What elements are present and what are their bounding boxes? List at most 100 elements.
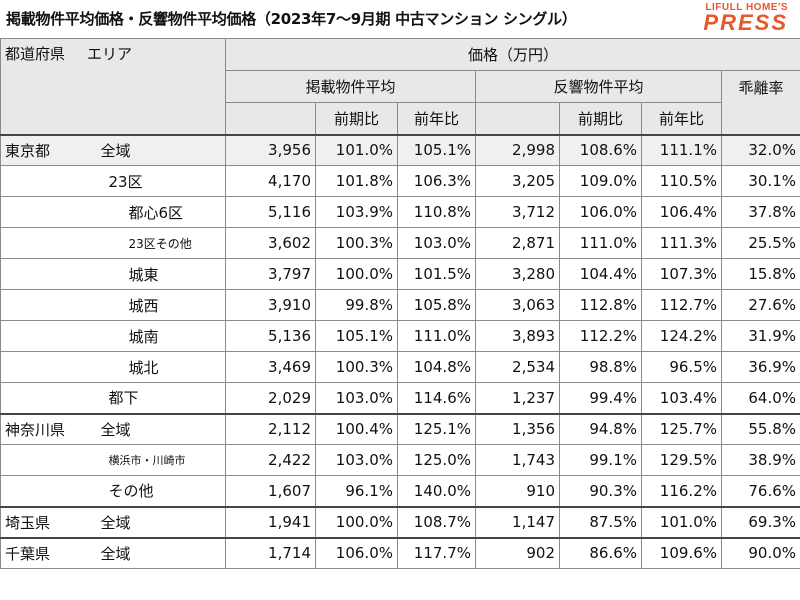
cell-l-yoy: 108.7%	[397, 505, 476, 538]
cell-r-qoq: 87.5%	[559, 505, 642, 538]
cell-r-qoq: 86.6%	[559, 536, 642, 569]
lifull-homes-press-logo: LIFULL HOME'S PRESS	[703, 2, 788, 34]
cell-gap: 27.6%	[720, 289, 800, 321]
cell-l-qoq: 105.1%	[315, 320, 398, 352]
cell-listing: 3,797	[225, 258, 316, 290]
cell-r-yoy: 111.1%	[641, 133, 722, 166]
header-gap: 乖離率	[720, 70, 800, 135]
cell-l-qoq: 103.0%	[315, 444, 398, 476]
cell-gap: 76.6%	[720, 475, 800, 507]
cell-r-qoq: 99.4%	[559, 382, 642, 414]
header-listing-yoy: 前年比	[397, 102, 476, 135]
cell-gap: 30.1%	[720, 165, 800, 197]
table-row: 都心6区 5,116 103.9% 110.8% 3,712 106.0% 106.4% 37…	[0, 196, 800, 228]
cell-r-yoy: 112.7%	[641, 289, 722, 321]
cell-listing: 3,910	[225, 289, 316, 321]
header-area: エリア	[87, 45, 133, 63]
cell-gap: 64.0%	[720, 382, 800, 414]
cell-r-yoy: 101.0%	[641, 505, 722, 538]
cell-response: 2,534	[475, 351, 560, 383]
cell-gap: 31.9%	[720, 320, 800, 352]
cell-l-yoy: 140.0%	[397, 475, 476, 507]
cell-l-yoy: 105.1%	[397, 133, 476, 166]
cell-l-yoy: 125.1%	[397, 412, 476, 445]
cell-r-qoq: 108.6%	[559, 133, 642, 166]
table-row: 城西 3,910 99.8% 105.8% 3,063 112.8% 112.7% 27.6%	[0, 289, 800, 321]
cell-l-qoq: 101.0%	[315, 133, 398, 166]
cell-l-yoy: 114.6%	[397, 382, 476, 414]
cell-l-yoy: 104.8%	[397, 351, 476, 383]
cell-response: 2,871	[475, 227, 560, 259]
cell-r-yoy: 124.2%	[641, 320, 722, 352]
cell-r-qoq: 112.2%	[559, 320, 642, 352]
cell-response: 3,712	[475, 196, 560, 228]
cell-listing: 2,029	[225, 382, 316, 414]
cell-listing: 3,956	[225, 133, 316, 166]
cell-listing: 5,116	[225, 196, 316, 228]
cell-gap: 36.9%	[720, 351, 800, 383]
table-row: 東京都 全域 3,956 101.0% 105.1% 2,998 108.6% 111.1% 3…	[0, 133, 800, 166]
cell-r-qoq: 94.8%	[559, 412, 642, 445]
cell-prefecture	[0, 227, 91, 259]
cell-listing: 2,112	[225, 412, 316, 445]
cell-response: 3,893	[475, 320, 560, 352]
header-response-avg: 反響物件平均	[475, 70, 722, 103]
cell-area: 城東	[90, 258, 226, 290]
cell-l-qoq: 103.0%	[315, 382, 398, 414]
cell-prefecture	[0, 289, 91, 321]
table-header: 都道府県 エリア 価格（万円） 掲載物件平均 反響物件平均 乖離率 前期比 前年比…	[0, 38, 800, 135]
cell-gap: 32.0%	[720, 133, 800, 166]
table-row: 千葉県 全域 1,714 106.0% 117.7% 902 86.6% 109.6% 90.0…	[0, 536, 800, 569]
cell-listing: 4,170	[225, 165, 316, 197]
cell-r-qoq: 99.1%	[559, 444, 642, 476]
header-response-value	[475, 102, 560, 135]
cell-response: 3,205	[475, 165, 560, 197]
cell-r-yoy: 107.3%	[641, 258, 722, 290]
cell-r-yoy: 106.4%	[641, 196, 722, 228]
cell-l-yoy: 103.0%	[397, 227, 476, 259]
cell-l-qoq: 106.0%	[315, 536, 398, 569]
cell-response: 1,743	[475, 444, 560, 476]
cell-listing: 3,602	[225, 227, 316, 259]
cell-prefecture: 埼玉県	[0, 505, 91, 538]
cell-gap: 15.8%	[720, 258, 800, 290]
cell-r-qoq: 111.0%	[559, 227, 642, 259]
header-response-yoy: 前年比	[641, 102, 722, 135]
cell-gap: 25.5%	[720, 227, 800, 259]
header-listing-qoq: 前期比	[315, 102, 398, 135]
cell-listing: 5,136	[225, 320, 316, 352]
cell-r-qoq: 112.8%	[559, 289, 642, 321]
cell-prefecture	[0, 196, 91, 228]
cell-l-yoy: 117.7%	[397, 536, 476, 569]
cell-prefecture	[0, 320, 91, 352]
header-response-qoq: 前期比	[559, 102, 642, 135]
table-row: 23区その他 3,602 100.3% 103.0% 2,871 111.0% 111.3%…	[0, 227, 800, 259]
cell-listing: 2,422	[225, 444, 316, 476]
price-table: 都道府県 エリア 価格（万円） 掲載物件平均 反響物件平均 乖離率 前期比 前年比…	[0, 38, 800, 569]
cell-prefecture	[0, 475, 91, 507]
cell-area: その他	[90, 475, 226, 507]
cell-prefecture	[0, 444, 91, 476]
cell-l-yoy: 110.8%	[397, 196, 476, 228]
cell-prefecture	[0, 351, 91, 383]
cell-area: 全域	[90, 412, 226, 445]
header-price: 価格（万円）	[224, 38, 800, 71]
cell-area: 全域	[90, 133, 226, 166]
cell-l-qoq: 96.1%	[315, 475, 398, 507]
cell-l-qoq: 103.9%	[315, 196, 398, 228]
table-row: その他 1,607 96.1% 140.0% 910 90.3% 116.2% 76.6%	[0, 475, 800, 507]
cell-area: 城北	[90, 351, 226, 383]
cell-l-yoy: 125.0%	[397, 444, 476, 476]
table-body: 東京都 全域 3,956 101.0% 105.1% 2,998 108.6% 111.1% 3…	[0, 133, 800, 569]
cell-area: 全域	[90, 536, 226, 569]
cell-area: 23区その他	[90, 227, 226, 259]
header-pref: 都道府県	[5, 45, 66, 63]
cell-listing: 3,469	[225, 351, 316, 383]
cell-r-yoy: 109.6%	[641, 536, 722, 569]
cell-prefecture: 神奈川県	[0, 412, 91, 445]
cell-prefecture: 東京都	[0, 133, 91, 166]
table-row: 城東 3,797 100.0% 101.5% 3,280 104.4% 107.3% 15.8…	[0, 258, 800, 290]
page-title: 掲載物件平均価格・反響物件平均価格（2023年7〜9月期 中古マンション シング…	[6, 10, 577, 28]
table-row: 埼玉県 全域 1,941 100.0% 108.7% 1,147 87.5% 101.0% 69…	[0, 505, 800, 538]
cell-gap: 55.8%	[720, 412, 800, 445]
